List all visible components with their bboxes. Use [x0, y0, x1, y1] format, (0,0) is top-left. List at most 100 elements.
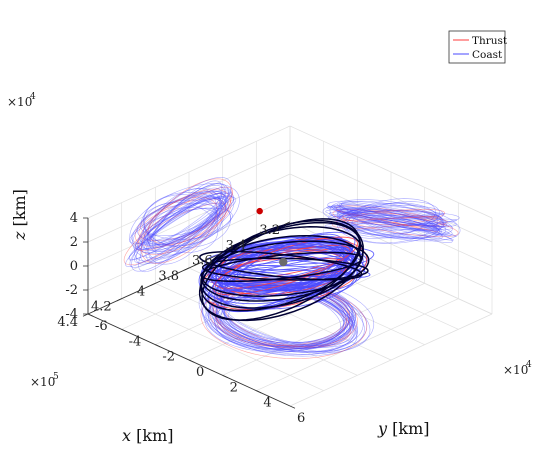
yz-projection-curve	[342, 213, 448, 226]
yz-projection-curve	[334, 206, 438, 230]
z-tick-label: -4	[65, 307, 78, 322]
xy-projection-curve	[205, 281, 354, 349]
tick-labels: 3.2 3.4 3.6 3.8 4 4.2 4.4 -6 -4 -2 0 2 4 6 -4 -2 0 2 4	[57, 211, 305, 426]
xz-projection-curve	[136, 188, 232, 251]
xz-projection-curve	[137, 189, 231, 255]
x-tick-mark	[217, 252, 223, 256]
xz-projection-curve	[134, 202, 227, 251]
xy-projection-curve	[220, 290, 345, 348]
x-exponent-label: ×10 5	[30, 372, 59, 389]
orbit-markers	[256, 207, 288, 267]
yz-projection-curve	[332, 206, 450, 235]
x-tick-label: 3.4	[226, 238, 247, 253]
z-tick-label: 4	[70, 211, 78, 226]
xz-projection-curve	[147, 187, 221, 256]
xz-projection-curve	[143, 197, 226, 246]
final-orbit	[201, 218, 361, 321]
yz-projection-curve	[338, 205, 444, 228]
xz-projection-curve	[130, 207, 233, 246]
xy-projection-curve	[216, 288, 348, 349]
x-tick-label: 3.6	[192, 254, 213, 269]
coast-arc	[208, 242, 365, 297]
yz-projection-curve	[327, 210, 460, 225]
coast-arc	[216, 269, 346, 277]
x-tick-mark	[183, 267, 190, 271]
xz-projection-curve	[139, 207, 218, 244]
yz-projection-curve	[351, 201, 440, 236]
yz-projection-curve	[332, 208, 446, 229]
xz-projection-curve	[133, 177, 232, 262]
y-tick-label: -6	[95, 319, 108, 334]
y-tick-label: 6	[297, 411, 305, 426]
y-tick-label: 2	[230, 380, 238, 395]
y-tick-label: 4	[263, 396, 271, 411]
yz-projection-curve	[336, 207, 442, 238]
xy-projection-curve	[202, 277, 375, 357]
z-tick-label: -2	[65, 283, 78, 298]
legend-thrust-label: Thrust	[472, 35, 508, 47]
xz-projection-curve	[149, 198, 223, 249]
xz-projection-curve	[123, 186, 233, 266]
xz-projection-curve	[134, 192, 232, 248]
xz-projection-curve	[131, 190, 235, 251]
grid-line	[289, 313, 493, 407]
xy-projection-curve	[214, 287, 357, 352]
z-tick-label: 0	[70, 259, 78, 274]
xz-projection-curve	[134, 195, 235, 250]
moon-marker	[279, 257, 288, 267]
yz-projection-curve	[335, 209, 440, 231]
grid-line	[87, 125, 291, 219]
svg-text:×10: ×10	[503, 363, 528, 377]
svg-text:4: 4	[30, 92, 36, 102]
yz-projection-curve	[346, 208, 440, 239]
xz-projection-curve	[141, 178, 233, 264]
xz-projection-curve	[134, 193, 224, 264]
xz-projection-curve	[148, 184, 226, 260]
x-tick-label: 3.2	[259, 223, 280, 238]
svg-text:5: 5	[53, 372, 59, 382]
yz-projection-curve	[339, 200, 445, 231]
xz-projection-curve	[138, 180, 222, 273]
yz-projection-curve	[338, 207, 443, 240]
xy-projection-curve	[212, 284, 356, 350]
yz-projection-orbits	[322, 198, 461, 244]
x-tick-label: 4	[137, 284, 145, 299]
x-tick-mark	[150, 282, 156, 286]
svg-text:×10: ×10	[30, 375, 55, 389]
xz-projection-curve	[136, 195, 230, 241]
xz-projection-curve	[153, 196, 222, 246]
xz-projection-curve	[129, 186, 230, 268]
xy-projection-curve	[207, 286, 351, 352]
grid-line	[289, 149, 493, 243]
x-tick-label: 4.4	[57, 315, 78, 330]
coast-arc	[219, 244, 347, 291]
xz-projection-curve	[131, 183, 226, 272]
xy-projection-curve	[209, 285, 347, 348]
grid-line	[289, 197, 493, 291]
z-axis-label: z [km]	[10, 189, 29, 241]
grid-line	[289, 173, 493, 267]
y-exponent-label: ×10 4	[503, 360, 532, 377]
yz-projection-curve	[339, 202, 453, 236]
xz-projection-curve	[147, 196, 218, 245]
xz-projection-curve	[144, 197, 223, 245]
xz-projection-curve	[128, 192, 233, 261]
xz-projection-curve	[140, 202, 223, 254]
xz-projection-curve	[147, 192, 222, 246]
y-tick-mark	[222, 374, 228, 378]
grid-line	[87, 197, 291, 291]
xz-projection-curve	[145, 183, 229, 263]
yz-projection-curve	[331, 204, 453, 243]
yz-projection-curve	[346, 208, 443, 240]
legend-coast-label: Coast	[472, 49, 503, 61]
coast-arc	[228, 262, 345, 275]
x-tick-mark	[251, 236, 257, 240]
xz-projection-curve	[143, 207, 222, 247]
yz-projection-curve	[329, 199, 461, 242]
x-tick-label: 4.2	[91, 300, 112, 315]
y-axis-label: y [km]	[377, 419, 430, 438]
xz-projection-curve	[135, 187, 222, 265]
yz-projection-curve	[338, 213, 445, 226]
grid-line	[87, 173, 291, 267]
